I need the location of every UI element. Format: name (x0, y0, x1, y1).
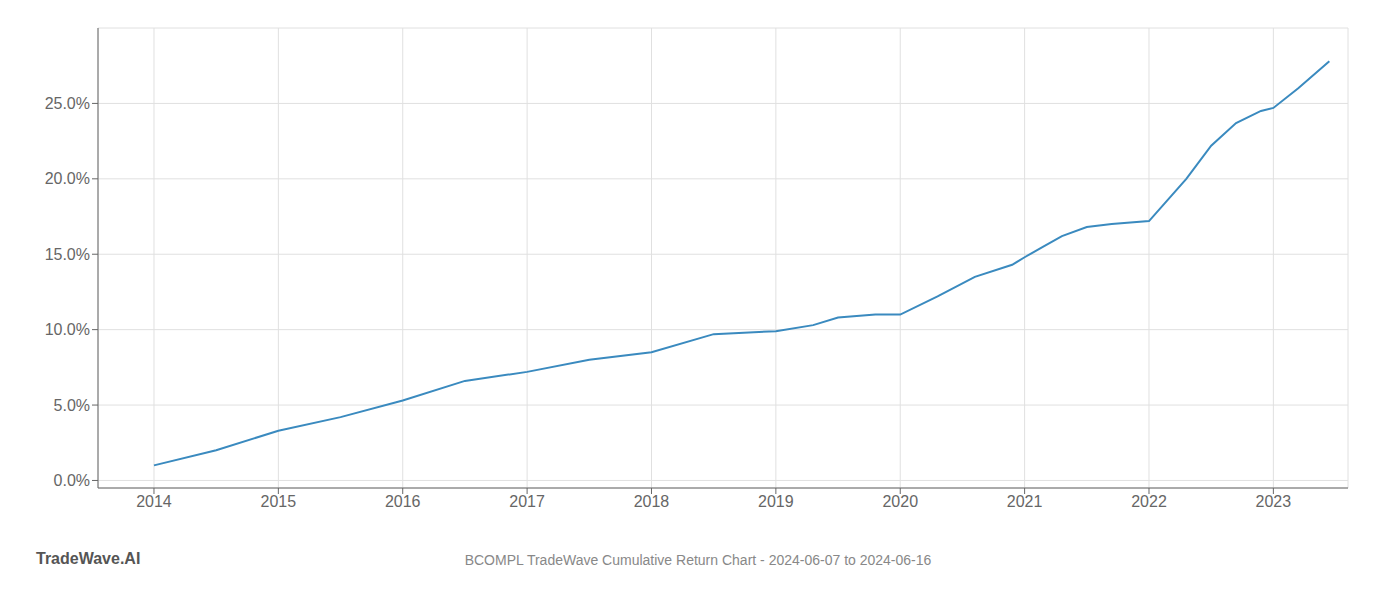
svg-text:0.0%: 0.0% (54, 472, 90, 489)
svg-text:2023: 2023 (1256, 493, 1292, 510)
svg-text:25.0%: 25.0% (45, 95, 90, 112)
svg-text:2022: 2022 (1131, 493, 1167, 510)
svg-text:15.0%: 15.0% (45, 246, 90, 263)
svg-text:2019: 2019 (758, 493, 794, 510)
svg-text:2016: 2016 (385, 493, 421, 510)
svg-text:5.0%: 5.0% (54, 397, 90, 414)
svg-text:2015: 2015 (261, 493, 297, 510)
html-text:TradeWave.AI: TradeWave.AI (36, 550, 141, 567)
html-text:BCOMPL TradeWave Cumulative Re: BCOMPL TradeWave Cumulative Return Chart… (464, 552, 932, 568)
svg-text:10.0%: 10.0% (45, 321, 90, 338)
svg-text:20.0%: 20.0% (45, 170, 90, 187)
svg-text:2014: 2014 (136, 493, 172, 510)
svg-text:2017: 2017 (509, 493, 545, 510)
svg-text:2020: 2020 (882, 493, 918, 510)
svg-text:2018: 2018 (634, 493, 670, 510)
svg-text:2021: 2021 (1007, 493, 1043, 510)
